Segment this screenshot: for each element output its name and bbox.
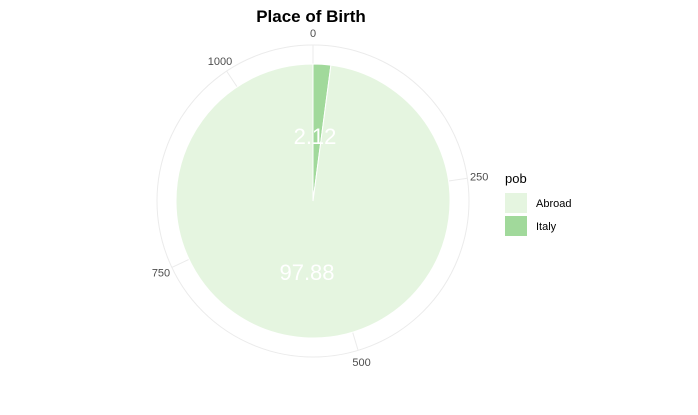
theta-tick-label-500: 500	[352, 357, 370, 369]
theta-tick-label-250: 250	[470, 171, 488, 183]
legend: pob Abroad Italy	[505, 171, 571, 236]
pie-slices	[175, 63, 451, 339]
slice-labels: 2.12 97.88	[279, 124, 336, 285]
slice-label-abroad: 97.88	[279, 260, 334, 285]
legend-label-abroad: Abroad	[536, 198, 571, 210]
slice-abroad	[175, 63, 451, 339]
chart-title: Place of Birth	[256, 7, 366, 26]
theta-tick-label-1000: 1000	[208, 56, 232, 68]
slice-label-italy: 2.12	[294, 124, 337, 149]
legend-title: pob	[505, 171, 527, 186]
legend-label-italy: Italy	[536, 221, 557, 233]
theta-tick-label-0: 0	[310, 28, 316, 40]
theta-tick-label-750: 750	[152, 268, 170, 280]
legend-key-italy	[505, 216, 527, 236]
legend-key-abroad	[505, 193, 527, 213]
theta-axis-ticks: 0 250 500 750 1000	[152, 28, 489, 369]
